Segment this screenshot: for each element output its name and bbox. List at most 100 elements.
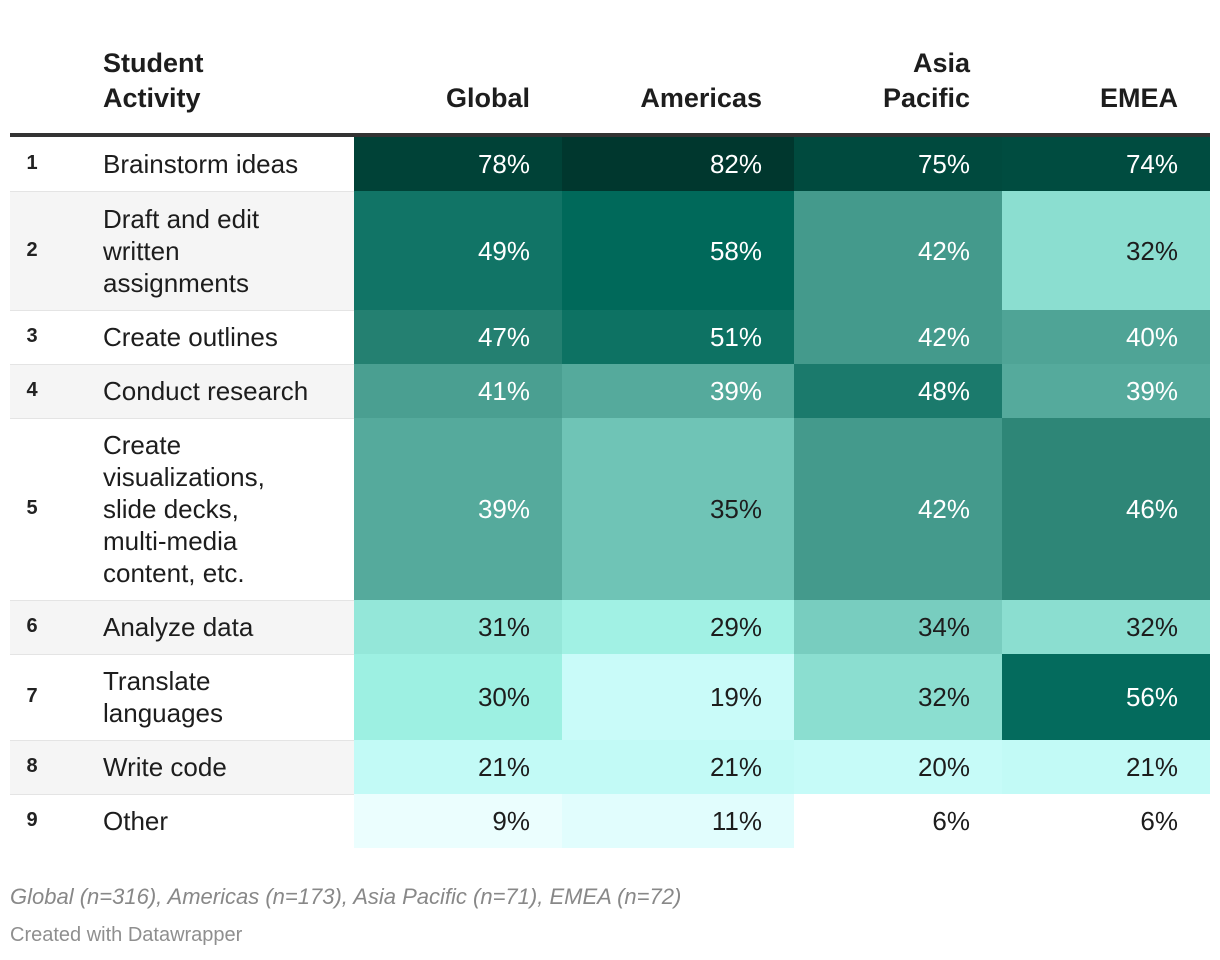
credit-text: Created with Datawrapper — [10, 924, 243, 946]
cell-value: 20% — [917, 752, 970, 782]
heatmap-cell: 32% — [1002, 191, 1210, 310]
heatmap-cell: 58% — [562, 191, 794, 310]
cell-value: 47% — [477, 322, 530, 352]
heatmap-cell: 41% — [354, 364, 562, 418]
activity-label: Write code — [103, 752, 227, 782]
column-header-line2: Global — [445, 83, 530, 113]
cell-value: 58% — [709, 235, 762, 266]
cell-value: 21% — [1125, 752, 1178, 782]
cell-value: 74% — [1125, 149, 1178, 179]
cell-value: 32% — [1125, 612, 1178, 642]
cell-value: 19% — [709, 682, 762, 712]
column-header-line2: Pacific — [882, 83, 970, 113]
cell-value: 34% — [917, 612, 970, 642]
heatmap-cell: 39% — [354, 418, 562, 600]
cell-value: 35% — [709, 494, 762, 524]
cell-value: 31% — [477, 612, 530, 642]
column-header-line2: Americas — [640, 83, 762, 113]
heatmap-cell: 75% — [794, 137, 1002, 191]
row-rank: 8 — [26, 755, 38, 777]
activity-label: Create — [103, 430, 182, 460]
sample-size-note: Global (n=316), Americas (n=173), Asia P… — [10, 884, 682, 909]
cell-value: 48% — [917, 376, 970, 406]
column-header-line1: Asia — [912, 48, 970, 78]
activity-label: visualizations, — [103, 462, 265, 492]
activity-label: Conduct research — [103, 376, 309, 406]
row-rank: 3 — [26, 325, 38, 347]
cell-value: 42% — [917, 235, 970, 266]
heatmap-cell: 19% — [562, 654, 794, 740]
row-rank: 2 — [26, 238, 38, 261]
column-header-line2: EMEA — [1099, 83, 1178, 113]
heatmap-cell: 46% — [1002, 418, 1210, 600]
cell-value: 41% — [477, 376, 530, 406]
heatmap-cell: 29% — [562, 600, 794, 654]
activity-label: multi-media — [103, 526, 238, 556]
heatmap-cell: 21% — [1002, 740, 1210, 794]
heatmap-cell: 31% — [354, 600, 562, 654]
cell-value: 21% — [477, 752, 530, 782]
heatmap-cell: 47% — [354, 310, 562, 364]
cell-value: 6% — [932, 806, 970, 836]
heatmap-cell: 32% — [1002, 600, 1210, 654]
heatmap-cell: 20% — [794, 740, 1002, 794]
heatmap-cell: 40% — [1002, 310, 1210, 364]
activity-label: slide decks, — [103, 494, 239, 524]
activity-label: Create outlines — [103, 322, 278, 352]
row-rank: 7 — [26, 685, 38, 707]
heatmap-cell: 42% — [794, 191, 1002, 310]
heatmap-cell: 30% — [354, 654, 562, 740]
row-rank: 5 — [26, 497, 38, 519]
cell-value: 6% — [1140, 806, 1178, 836]
row-rank: 6 — [26, 615, 38, 637]
activity-label: languages — [103, 698, 223, 728]
cell-value: 11% — [711, 806, 762, 836]
activity-label: Draft and edit — [103, 203, 260, 234]
heatmap-cell: 56% — [1002, 654, 1210, 740]
activity-label: Translate — [103, 666, 211, 696]
cell-value: 39% — [477, 494, 530, 524]
heatmap-cell: 34% — [794, 600, 1002, 654]
cell-value: 46% — [1125, 494, 1178, 524]
cell-value: 42% — [917, 322, 970, 352]
activity-label: written — [103, 235, 180, 266]
cell-value: 29% — [709, 612, 762, 642]
heatmap-cell: 11% — [562, 794, 794, 848]
activity-label: content, etc. — [103, 558, 245, 588]
heatmap-cell: 21% — [354, 740, 562, 794]
activity-label: Analyze data — [103, 612, 254, 642]
cell-value: 30% — [477, 682, 530, 712]
row-rank: 1 — [26, 152, 38, 174]
heatmap-cell: 82% — [562, 137, 794, 191]
heatmap-cell: 9% — [354, 794, 562, 848]
heatmap-cell: 39% — [1002, 364, 1210, 418]
heatmap-cell: 39% — [562, 364, 794, 418]
cell-value: 32% — [917, 682, 970, 712]
cell-value: 49% — [477, 235, 530, 266]
cell-value: 9% — [492, 806, 530, 836]
cell-value: 40% — [1125, 322, 1178, 352]
heatmap-cell: 74% — [1002, 137, 1210, 191]
heatmap-cell: 51% — [562, 310, 794, 364]
heatmap-cell: 21% — [562, 740, 794, 794]
heatmap-cell: 35% — [562, 418, 794, 600]
cell-value: 32% — [1125, 235, 1178, 266]
cell-value: 82% — [709, 149, 762, 179]
header-rule — [10, 133, 1210, 137]
heatmap-cell: 32% — [794, 654, 1002, 740]
cell-value: 39% — [1125, 376, 1178, 406]
cell-value: 78% — [477, 149, 530, 179]
heatmap-cell: 78% — [354, 137, 562, 191]
heatmap-cell: 6% — [1002, 794, 1210, 848]
cell-value: 21% — [709, 752, 762, 782]
heatmap-cell: 49% — [354, 191, 562, 310]
header-activity-line1: Student — [103, 48, 204, 78]
heatmap-cell: 48% — [794, 364, 1002, 418]
cell-value: 39% — [709, 376, 762, 406]
row-rank: 9 — [26, 809, 38, 831]
cell-value: 51% — [709, 322, 762, 352]
activity-label: Other — [103, 806, 169, 836]
heatmap-cell: 6% — [794, 794, 1002, 848]
cell-value: 42% — [917, 494, 970, 524]
